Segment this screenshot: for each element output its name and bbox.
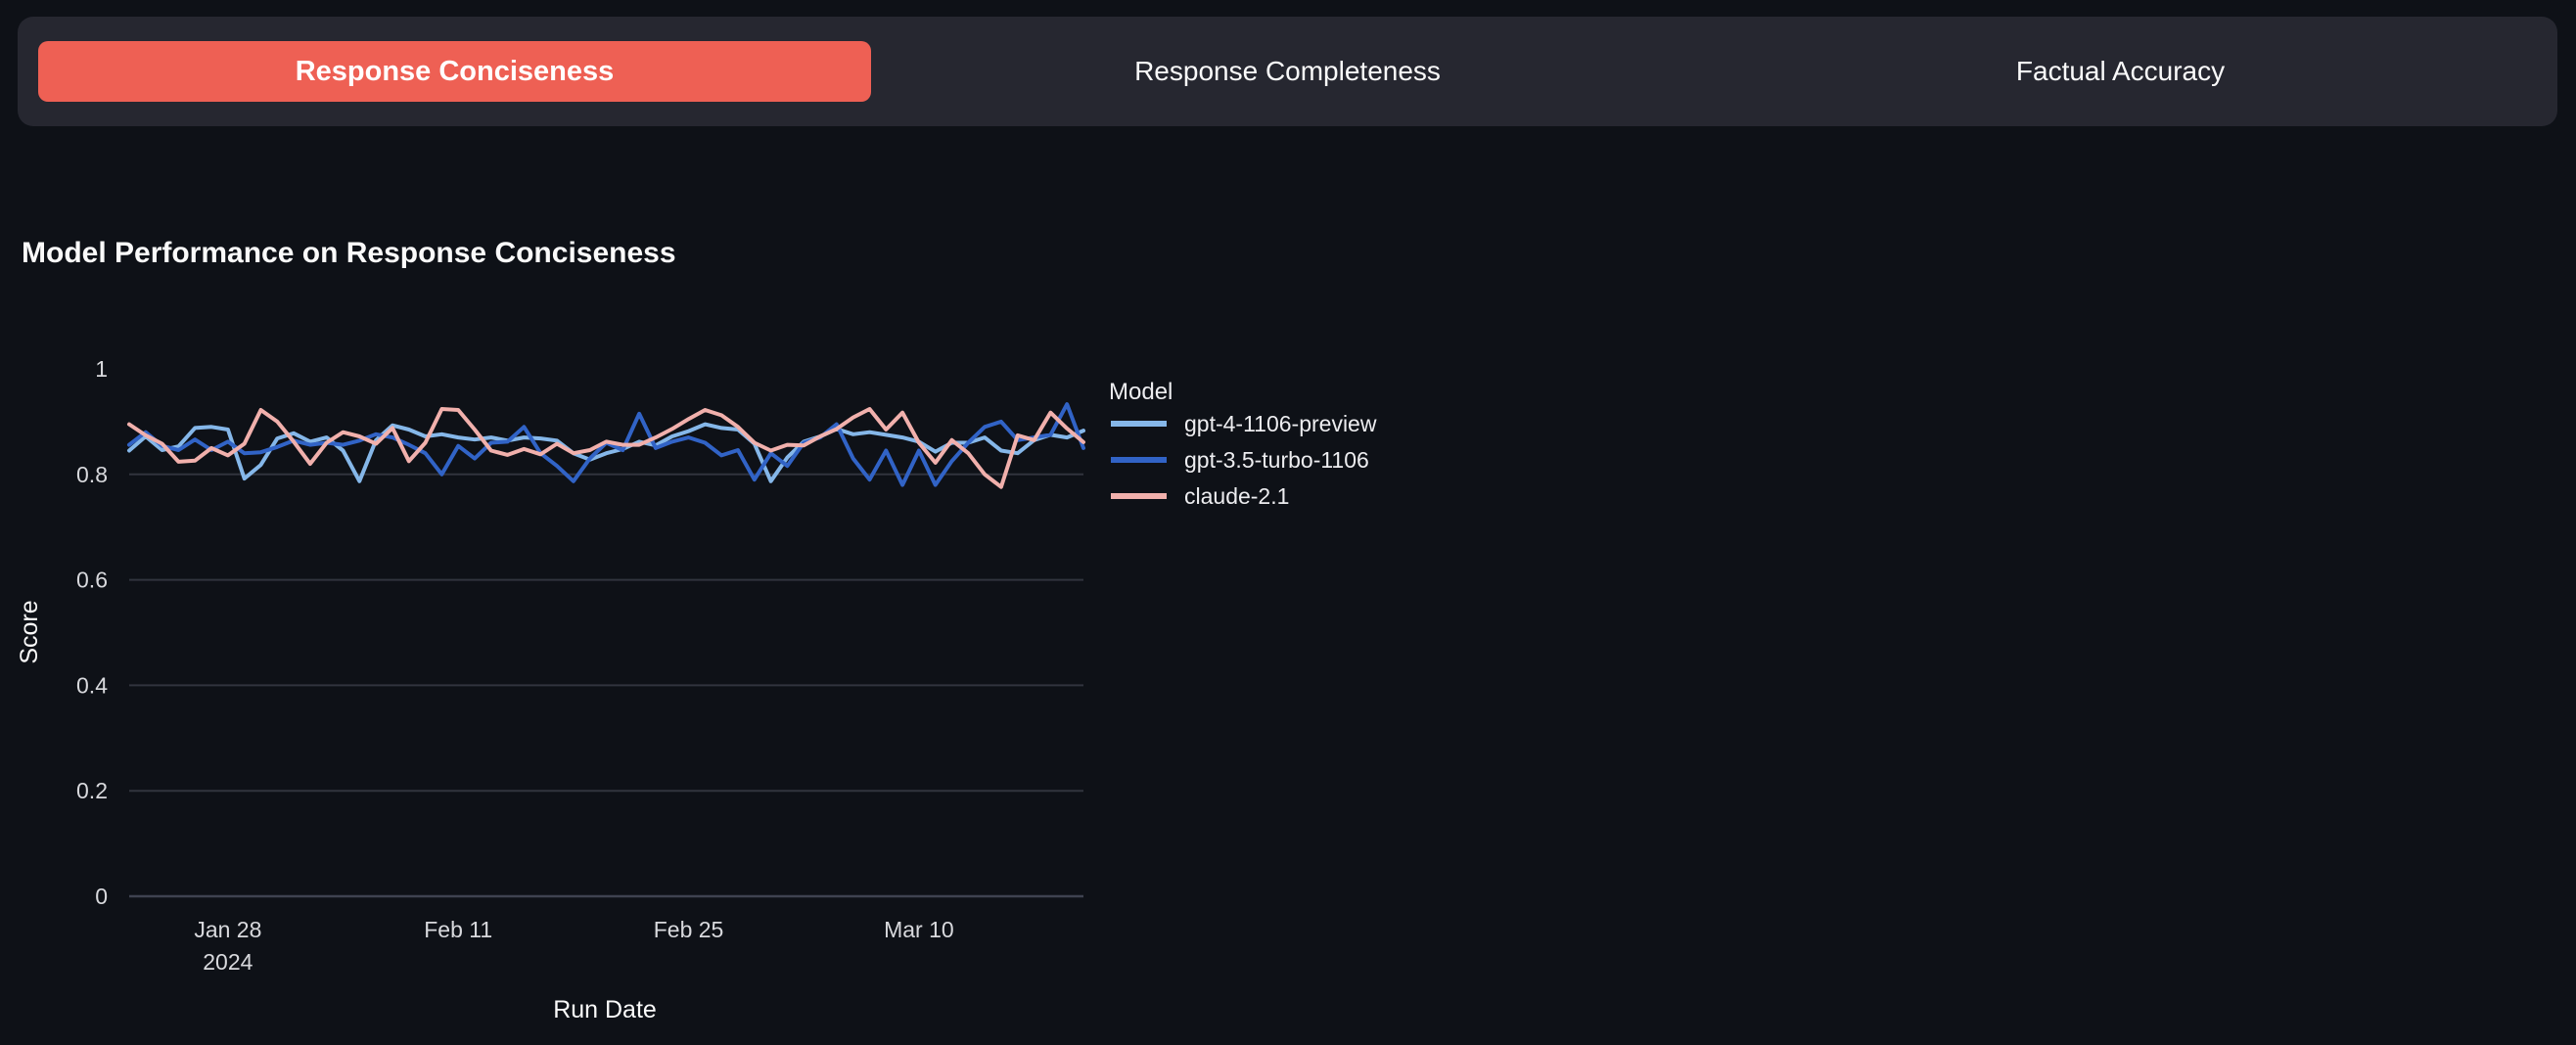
y-axis-title: Score xyxy=(16,600,43,663)
x-tick-label: Jan 28 xyxy=(194,917,261,942)
legend-item-label: claude-2.1 xyxy=(1184,483,1289,509)
tab-label: Response Conciseness xyxy=(295,55,615,87)
legend-items: gpt-4-1106-preview gpt-3.5-turbo-1106 clau… xyxy=(1111,411,1377,509)
chart-series-lines xyxy=(127,402,1085,489)
tab-response-completeness[interactable]: Response Completeness xyxy=(871,41,1704,102)
tab-response-conciseness[interactable]: Response Conciseness xyxy=(38,41,871,102)
legend-item-label: gpt-4-1106-preview xyxy=(1184,411,1377,436)
legend-item-label: gpt-3.5-turbo-1106 xyxy=(1184,447,1369,473)
chart-title: Model Performance on Response Concisenes… xyxy=(22,237,676,269)
y-tick-label: 0.2 xyxy=(76,778,108,803)
y-tick-label: 1 xyxy=(95,356,108,382)
series-line-claude-2.1 xyxy=(127,407,1085,489)
x-axis-title: Run Date xyxy=(553,996,657,1023)
x-tick-label: Feb 11 xyxy=(424,917,492,942)
y-tick-label: 0.6 xyxy=(76,568,108,593)
x-tick-sublabel: 2024 xyxy=(203,949,253,975)
tab-factual-accuracy[interactable]: Factual Accuracy xyxy=(1704,41,2537,102)
x-axis-tick-labels: Jan 28 2024 Feb 11 Feb 25 Mar 10 xyxy=(194,917,953,975)
tab-label: Response Completeness xyxy=(1134,56,1441,86)
tab-label: Factual Accuracy xyxy=(2015,56,2226,86)
x-tick-label: Feb 25 xyxy=(654,917,724,942)
chart-legend: Model gpt-4-1106-preview gpt-3.5-turbo-11… xyxy=(1109,379,1377,509)
y-tick-label: 0 xyxy=(95,884,108,909)
y-tick-label: 0.8 xyxy=(76,462,108,487)
y-axis-tick-labels: 1 0.8 0.6 0.4 0.2 0 xyxy=(76,356,108,909)
y-tick-label: 0.4 xyxy=(76,672,108,698)
tab-bar: Response Conciseness Response Completene… xyxy=(18,17,2557,126)
legend-title: Model xyxy=(1109,379,1173,405)
chart-gridlines xyxy=(129,473,1083,898)
x-tick-label: Mar 10 xyxy=(884,917,954,942)
